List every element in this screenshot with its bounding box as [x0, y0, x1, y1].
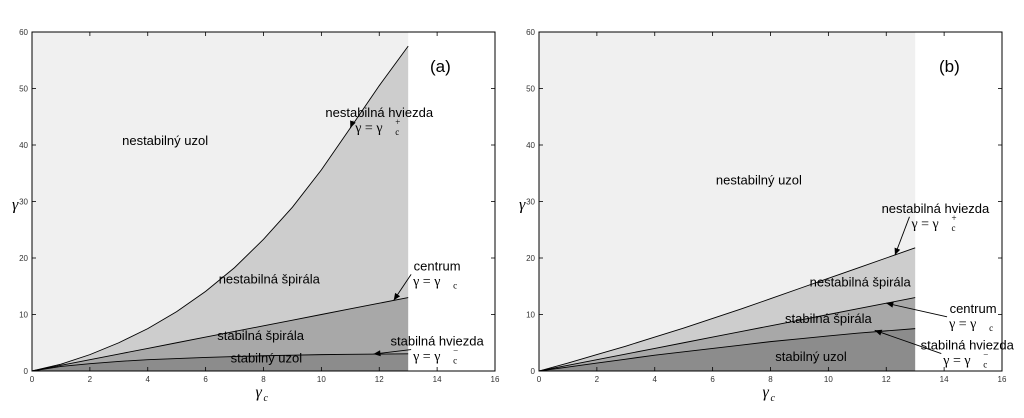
y-tick-label: 60 — [526, 28, 535, 37]
y-tick-label: 50 — [526, 85, 535, 94]
annotation-math-sub: c — [989, 323, 993, 333]
annotation-label: stabilná hviezda — [921, 338, 1015, 353]
y-axis-label: γ — [12, 197, 19, 214]
annotation-arrow-line — [874, 329, 942, 354]
region-unstable-spiral — [32, 46, 409, 371]
x-tick-label: 4 — [146, 375, 151, 384]
annotation-math-sup: − — [983, 350, 988, 360]
region-unstable-node — [32, 32, 409, 371]
annotation-arrow-head — [373, 350, 381, 357]
x-tick-label: 10 — [317, 375, 326, 384]
x-tick-label: 6 — [203, 375, 208, 384]
region-label: nestabilná špirála — [219, 271, 321, 286]
annotation-math: γ = γ — [942, 354, 970, 369]
x-tick-label: 8 — [261, 375, 266, 384]
region-stable-node — [32, 353, 409, 371]
curve-gamma_minus — [538, 328, 916, 372]
annotation-label: centrum — [414, 258, 461, 273]
region-label: stabilná špirála — [217, 328, 304, 343]
curve-gamma_plus — [538, 247, 916, 372]
annotation-label: centrum — [950, 301, 997, 316]
annotation-math: γ = γ — [412, 274, 440, 289]
annotation-math: γ = γ — [948, 317, 976, 332]
y-tick-label: 30 — [19, 198, 28, 207]
x-tick-label: 16 — [491, 375, 500, 384]
x-tick-label: 14 — [433, 375, 442, 384]
region-stable-node — [539, 328, 916, 371]
annotation-arrow-head — [350, 120, 356, 129]
curve-gamma_c — [538, 297, 916, 372]
region-label: nestabilný uzol — [716, 173, 802, 188]
region-unstable-node — [539, 32, 916, 371]
annotation-math: γ = γ — [412, 350, 440, 365]
y-tick-label: 40 — [19, 141, 28, 150]
y-tick-label: 0 — [531, 367, 536, 376]
x-tick-label: 0 — [537, 375, 542, 384]
panel-tag: (b) — [939, 57, 960, 76]
annotation-math-sup: + — [395, 117, 400, 127]
x-tick-label: 10 — [824, 375, 833, 384]
annotation-label: nestabilná hviezda — [325, 105, 433, 120]
x-axis-label: γ — [763, 384, 770, 401]
y-tick-label: 60 — [19, 28, 28, 37]
annotation-math: γ = γ — [910, 217, 938, 232]
x-tick-label: 2 — [595, 375, 600, 384]
y-tick-label: 40 — [526, 141, 535, 150]
annotation-arrow-head — [894, 247, 901, 256]
annotation-arrow-line — [886, 302, 948, 318]
region-label: stabilný uzol — [231, 351, 303, 366]
annotation-math-sub: c — [453, 356, 457, 366]
x-tick-label: 6 — [710, 375, 715, 384]
annotation-math-sub: c — [453, 280, 457, 290]
annotation-math: γ = γ — [354, 121, 382, 136]
annotation-math-sup: − — [453, 346, 458, 356]
x-tick-label: 14 — [940, 375, 949, 384]
curve-gamma_c — [31, 297, 409, 372]
curve-gamma_plus — [31, 45, 409, 372]
annotation-label: nestabilná hviezda — [882, 201, 990, 216]
y-tick-label: 30 — [526, 198, 535, 207]
annotation-math-sub: c — [951, 223, 955, 233]
annotation-math-sub: c — [395, 127, 399, 137]
curve-gamma_minus — [31, 353, 409, 372]
annotation-label: stabilná hviezda — [391, 334, 485, 349]
x-tick-label: 0 — [30, 375, 35, 384]
annotation-arrow-head — [874, 329, 883, 336]
region-label: nestabilný uzol — [122, 133, 208, 148]
y-tick-label: 10 — [526, 311, 535, 320]
y-tick-label: 20 — [526, 254, 535, 263]
x-axis-label-sub: c — [771, 393, 776, 404]
region-label: stabilná špirála — [785, 311, 872, 326]
y-tick-label: 10 — [19, 311, 28, 320]
x-axis-label: γ — [256, 384, 263, 401]
annotation-arrow-head — [886, 301, 894, 308]
annotation-arrow-head — [393, 292, 401, 301]
region-label: stabilný uzol — [775, 349, 847, 364]
annotation-math-sub: c — [983, 360, 987, 370]
y-tick-label: 50 — [19, 85, 28, 94]
annotation-math-sup: + — [951, 213, 956, 223]
x-tick-label: 12 — [882, 375, 891, 384]
x-tick-label: 2 — [88, 375, 93, 384]
y-tick-label: 0 — [24, 367, 29, 376]
y-axis-label: γ — [519, 197, 526, 214]
region-unstable-spiral — [539, 247, 916, 371]
x-tick-label: 8 — [768, 375, 773, 384]
region-label: nestabilná špirála — [810, 274, 912, 289]
y-tick-label: 20 — [19, 254, 28, 263]
x-tick-label: 12 — [375, 375, 384, 384]
x-tick-label: 4 — [653, 375, 658, 384]
x-axis-label-sub: c — [264, 393, 269, 404]
x-tick-label: 16 — [998, 375, 1007, 384]
panel-tag: (a) — [430, 57, 451, 76]
